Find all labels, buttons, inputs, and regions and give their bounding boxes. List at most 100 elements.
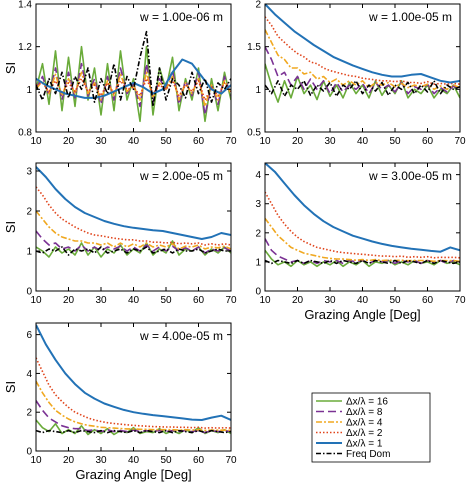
x-tick-label: 70 [225, 295, 237, 306]
plot-area [265, 163, 460, 291]
series-line-6 [36, 30, 231, 108]
series-line-6 [265, 80, 460, 97]
x-tick-label: 10 [259, 136, 271, 147]
series-line-5 [36, 324, 231, 421]
x-tick-label: 70 [225, 136, 237, 147]
x-tick-label: 20 [292, 295, 304, 306]
y-tick-label: 1.5 [247, 42, 261, 53]
x-tick-label: 60 [422, 295, 434, 306]
series-line-5 [265, 4, 460, 84]
x-tick-label: 40 [357, 136, 369, 147]
y-tick-label: 1 [255, 257, 261, 268]
legend-label: Δx/λ = 2 [346, 428, 383, 439]
y-tick-label: 3 [255, 199, 261, 210]
panel-title: w = 2.00e-05 m [139, 169, 223, 183]
x-tick-label: 60 [193, 455, 205, 466]
y-tick-label: 1 [255, 85, 261, 96]
panel-title: w = 1.00e-06 m [139, 10, 223, 24]
legend-label: Δx/λ = 16 [346, 397, 388, 408]
x-tick-label: 10 [30, 295, 42, 306]
series-line-3 [36, 380, 231, 432]
series-group [36, 30, 231, 123]
y-tick-label: 2 [26, 408, 32, 419]
series-group [265, 163, 460, 268]
y-tick-label: 1 [26, 85, 32, 96]
y-tick-label: 4 [26, 369, 32, 380]
y-tick-label: 1.2 [18, 42, 32, 53]
x-tick-label: 70 [454, 295, 466, 306]
subplot-3: 10 20 30 40 50 60 70 0 1 2 3 w = 2.00e-05 m SI [3, 162, 237, 306]
series-line-3 [265, 29, 460, 91]
x-tick-label: 20 [63, 455, 75, 466]
series-line-6 [265, 259, 460, 265]
x-tick-label: 30 [324, 295, 336, 306]
panel-title: w = 4.00e-05 m [139, 329, 223, 343]
x-tick-label: 50 [389, 136, 401, 147]
y-tick-label: 6 [26, 330, 32, 341]
x-tick-label: 30 [95, 295, 107, 306]
x-tick-label: 40 [128, 455, 140, 466]
x-tick-label: 30 [95, 136, 107, 147]
x-tick-label: 10 [30, 136, 42, 147]
x-tick-label: 70 [454, 136, 466, 147]
x-tick-label: 30 [95, 455, 107, 466]
x-tick-label: 50 [160, 295, 172, 306]
legend-label: Δx/λ = 8 [346, 407, 383, 418]
series-line-4 [36, 357, 231, 429]
x-tick-label: 60 [193, 136, 205, 147]
series-line-2 [36, 230, 231, 254]
x-tick-label: 10 [30, 455, 42, 466]
y-tick-label: 4 [255, 170, 261, 181]
x-tick-label: 20 [292, 136, 304, 147]
y-tick-label: 2 [26, 207, 32, 218]
series-group [265, 4, 460, 103]
y-tick-label: 1.4 [18, 0, 32, 11]
subplot-5: 10 20 30 40 50 60 70 0 2 4 6 w = 4.00e-05 m SI Grazin… [3, 322, 237, 482]
x-tick-label: 70 [225, 455, 237, 466]
legend-label: Freq Dom [346, 449, 390, 460]
x-tick-label: 60 [193, 295, 205, 306]
y-tick-label: 0.5 [247, 128, 261, 139]
series-line-6 [36, 246, 231, 256]
series-line-5 [36, 58, 231, 99]
y-tick-label: 0.8 [18, 128, 32, 139]
x-tick-label: 10 [259, 295, 271, 306]
series-line-5 [36, 166, 231, 240]
y-tick-label: 0 [26, 447, 32, 458]
legend-label: Δx/λ = 1 [346, 439, 383, 450]
y-tick-label: 2 [255, 228, 261, 239]
panel-title: w = 1.00e-05 m [368, 10, 452, 24]
y-tick-label: 0 [26, 287, 32, 298]
series-line-3 [36, 71, 231, 108]
x-tick-label: 40 [357, 295, 369, 306]
series-line-4 [36, 77, 231, 101]
subplot-2: 10 20 30 40 50 60 70 0.5 1 1.5 2 w = 1.00e-05 m [247, 0, 466, 147]
series-line-1 [36, 45, 231, 123]
x-tick-label: 30 [324, 136, 336, 147]
series-line-4 [265, 191, 460, 259]
series-group [36, 324, 231, 436]
series-line-4 [36, 186, 231, 246]
x-axis-label: Grazing Angle [Deg] [75, 467, 191, 482]
y-tick-label: 0 [255, 287, 261, 298]
legend-label: Δx/λ = 4 [346, 418, 383, 429]
x-tick-label: 50 [160, 455, 172, 466]
x-tick-label: 50 [389, 295, 401, 306]
x-tick-label: 40 [128, 295, 140, 306]
panel-title: w = 3.00e-05 m [368, 169, 452, 183]
y-axis-label: SI [3, 221, 18, 233]
series-line-3 [265, 217, 460, 263]
x-tick-label: 40 [128, 136, 140, 147]
series-line-2 [36, 400, 231, 434]
subplot-1: 10 20 30 40 50 60 70 0.8 1 1.2 1.4 w = 1.00e-06 m SI [3, 0, 237, 147]
subplot-4: 10 20 30 40 50 60 70 0 1 2 3 4 w = 3.00e-05 m Grazing… [255, 162, 466, 322]
x-tick-label: 50 [160, 136, 172, 147]
y-tick-label: 3 [26, 167, 32, 178]
x-tick-label: 20 [63, 295, 75, 306]
y-tick-label: 2 [255, 0, 261, 11]
x-axis-label: Grazing Angle [Deg] [304, 307, 420, 322]
y-axis-label: SI [3, 62, 18, 74]
series-group [36, 166, 231, 258]
